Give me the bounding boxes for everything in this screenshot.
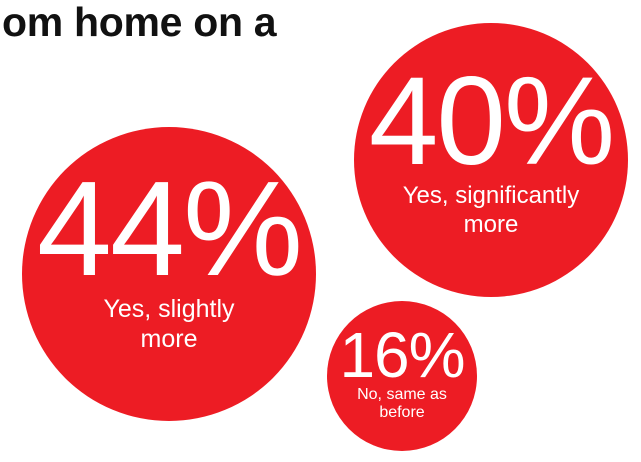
bubble-no-same-as-before: 16% No, same as before: [327, 301, 477, 451]
headline: om home on a: [2, 0, 277, 45]
category-label: Yes, slightly more: [103, 294, 235, 353]
category-label: No, same as before: [357, 386, 447, 421]
bubble-yes-significantly-more: 40% Yes, significantly more: [354, 23, 628, 297]
percent-label: 44%: [36, 153, 303, 305]
bubble-yes-slightly-more: 44% Yes, slightly more: [22, 127, 316, 421]
percent-label: 40%: [368, 51, 615, 191]
category-label: Yes, significantly more: [402, 182, 580, 239]
percent-label: 16%: [339, 318, 465, 391]
